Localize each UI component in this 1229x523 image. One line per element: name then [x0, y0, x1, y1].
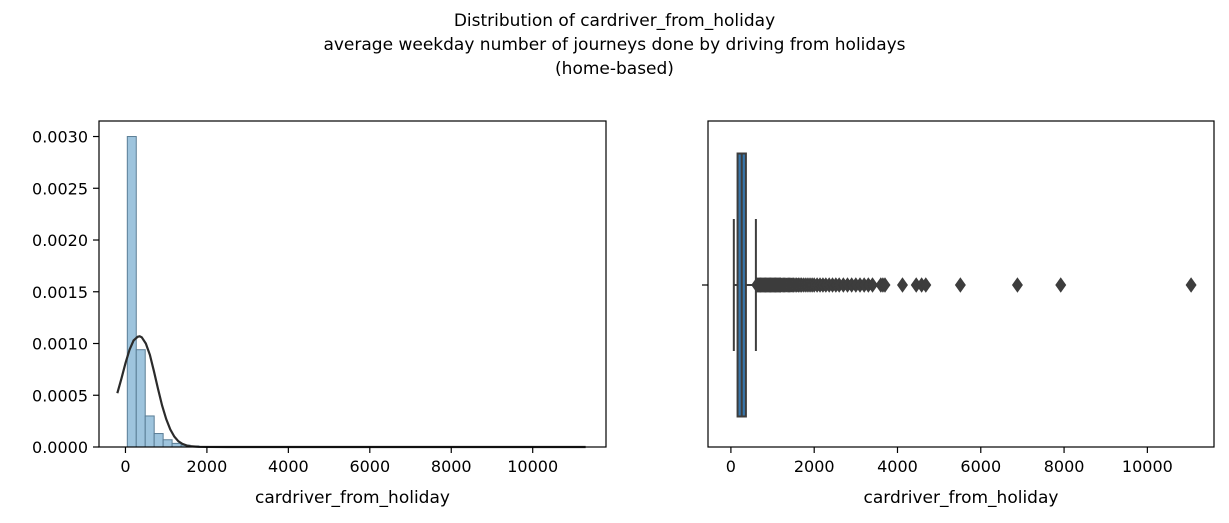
boxplot-outlier-point — [896, 277, 908, 293]
histogram-y-tick-label: 0.0015 — [32, 283, 88, 302]
boxplot-panel: 0 2000 4000 6000 8000 10000 cardriver_from_hol… — [702, 120, 1215, 508]
figure-title-line-3: (home-based) — [555, 59, 674, 79]
histogram-panel: 0 2000 4000 6000 8000 10000 0.0000 0.0005 0.0010… — [32, 120, 607, 508]
histogram-x-tick-label: 8000 — [431, 457, 472, 476]
histogram-bar — [162, 439, 173, 448]
histogram-bar — [144, 415, 155, 448]
boxplot-x-tick-label: 2000 — [794, 457, 835, 476]
histogram-x-tick-label: 6000 — [349, 457, 390, 476]
boxplot-outlier-point — [1185, 277, 1197, 293]
histogram-y-tick-label: 0.0000 — [32, 438, 88, 457]
histogram-bar — [153, 433, 164, 448]
histogram-bar — [126, 136, 137, 448]
histogram-x-tick-label: 10000 — [507, 457, 558, 476]
histogram-y-tick-label: 0.0025 — [32, 179, 88, 198]
histogram-x-tick-label: 2000 — [187, 457, 228, 476]
histogram-y-tick-label: 0.0030 — [32, 128, 88, 147]
histogram-x-tick-label: 0 — [120, 457, 130, 476]
boxplot-x-tick-label: 4000 — [877, 457, 918, 476]
boxplot-x-tick-label: 10000 — [1122, 457, 1173, 476]
histogram-y-tick-label: 0.0010 — [32, 335, 88, 354]
boxplot-axes-frame — [707, 120, 1215, 448]
figure-title-line-1: Distribution of cardriver_from_holiday — [453, 11, 776, 31]
histogram-y-tick-label: 0.0020 — [32, 231, 88, 250]
histogram-x-axis-label: cardriver_from_holiday — [255, 488, 450, 508]
boxplot-x-tick-label: 0 — [726, 457, 736, 476]
boxplot-x-tick-label: 6000 — [960, 457, 1001, 476]
histogram-bar — [135, 349, 146, 448]
kde-curve — [116, 335, 586, 449]
boxplot-outlier-point — [954, 277, 966, 293]
figure-title-line-2: average weekday number of journeys done … — [323, 35, 906, 55]
boxplot-x-tick-label: 8000 — [1044, 457, 1085, 476]
boxplot-x-axis-label: cardriver_from_holiday — [864, 488, 1059, 508]
boxplot-outlier-point — [879, 277, 891, 293]
histogram-y-tick-label: 0.0005 — [32, 386, 88, 405]
histogram-x-tick-label: 4000 — [268, 457, 309, 476]
boxplot-outlier-point — [920, 277, 932, 293]
boxplot-outlier-point — [1011, 277, 1023, 293]
boxplot-outlier-point — [867, 277, 878, 293]
histogram-axes-frame — [98, 120, 607, 448]
boxplot-outlier-point — [1055, 277, 1067, 293]
